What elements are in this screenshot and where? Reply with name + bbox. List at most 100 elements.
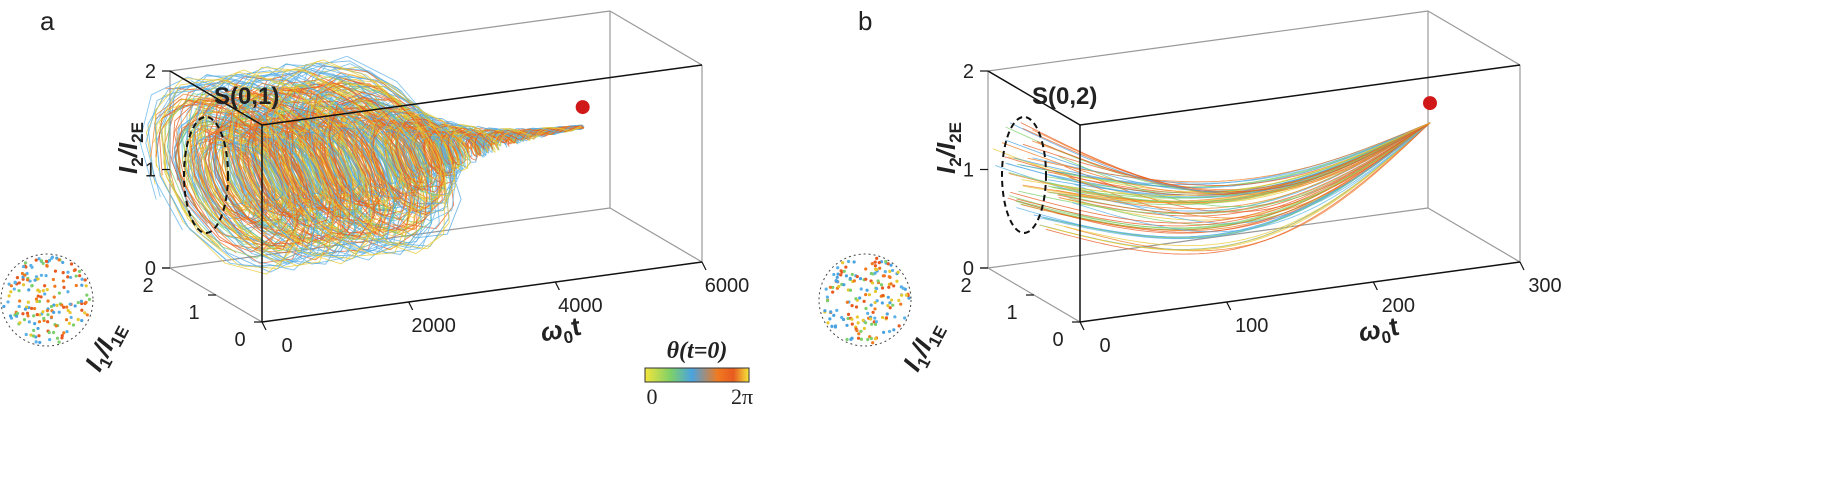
x-tick: [261, 321, 267, 331]
inset-dot: [861, 318, 865, 322]
inset-dot: [862, 326, 866, 331]
z-axis-title-part: 2E: [946, 122, 965, 143]
inset-dot: [889, 298, 894, 302]
y-tick-label: 0: [1052, 329, 1063, 351]
inset-dot: [67, 321, 71, 326]
inset-dot: [856, 321, 860, 325]
inset-dot: [899, 285, 903, 289]
inset-dot: [65, 329, 69, 334]
inset-dot: [873, 264, 877, 268]
inset-dot: [859, 329, 863, 333]
inset-dot: [878, 266, 882, 270]
inset-dot: [896, 270, 900, 274]
inset-dot: [858, 296, 862, 300]
inset-dot: [891, 268, 895, 273]
inset-dot: [888, 269, 892, 273]
inset-dot: [828, 285, 833, 289]
inset-dot: [831, 285, 835, 290]
inset-dot: [85, 313, 89, 317]
inset-dot: [835, 275, 839, 279]
inset-dot: [835, 308, 839, 312]
x-tick: [1372, 281, 1378, 291]
inset-dot: [18, 321, 22, 325]
inset-dot: [840, 315, 844, 320]
x-tick-label: 4000: [558, 295, 603, 317]
z-tick-label: 2: [963, 61, 974, 83]
inset-dot: [25, 278, 30, 282]
inset-dot: [877, 260, 881, 265]
trajectory: [1045, 122, 1431, 255]
trajectory: [1007, 122, 1431, 234]
trajectory: [1042, 122, 1431, 238]
inset-dot: [43, 284, 47, 288]
inset-dot: [80, 318, 84, 323]
inset-dot: [51, 277, 55, 282]
z-axis-title-part: I: [931, 166, 961, 174]
inset-dot: [867, 293, 871, 297]
inset-dot: [23, 261, 28, 265]
inset-dot: [62, 331, 66, 335]
box-edge: [987, 207, 1429, 269]
box-edge: [261, 261, 703, 323]
inset-dot: [54, 324, 58, 328]
box-edge: [987, 10, 1429, 72]
inset-dot: [850, 272, 854, 277]
box-edge: [1427, 207, 1521, 263]
z-axis-title-part: 2E: [128, 122, 147, 143]
trajectory: [1039, 122, 1431, 251]
box-edge: [169, 10, 611, 72]
inset-dot: [62, 285, 66, 289]
z-axis-title-part: /I: [113, 142, 143, 158]
inset-dot: [38, 313, 42, 317]
inset-dot: [53, 284, 57, 288]
inset-dot: [55, 303, 59, 308]
inset-dot: [889, 282, 893, 286]
inset-dot: [32, 328, 36, 332]
inset-dot: [900, 293, 904, 297]
trajectory: [1016, 122, 1431, 227]
x-tick: [1079, 321, 1085, 331]
inset-dot: [864, 321, 868, 325]
end-point: [575, 100, 590, 115]
inset-dot: [73, 304, 77, 308]
inset-dot: [27, 288, 31, 292]
y-tick-label: 0: [234, 329, 245, 351]
x-tick-label: 0: [1099, 335, 1110, 357]
y-tick-label: 1: [1006, 302, 1017, 324]
inset-dot: [845, 300, 849, 304]
trajectories: [139, 55, 585, 275]
box-edge: [1079, 261, 1521, 323]
inset-dot: [34, 340, 38, 344]
inset-dot: [55, 256, 59, 260]
inset-dot: [880, 301, 884, 305]
inset-dot: [830, 324, 834, 329]
inset-dot: [44, 259, 49, 263]
inset-dot: [52, 310, 56, 314]
inset-dot: [844, 265, 848, 269]
inset-dot: [45, 309, 50, 313]
inset-dot: [871, 341, 875, 345]
inset-dot: [31, 334, 36, 338]
inset-dot: [899, 302, 903, 306]
inset-dot: [57, 258, 61, 262]
inset-dot: [35, 313, 39, 317]
inset-dot: [831, 290, 835, 294]
inset-dot: [870, 281, 875, 285]
x-tick-label: 6000: [705, 275, 750, 297]
inset-dot: [864, 277, 868, 281]
colorbar-min: 0: [647, 384, 658, 409]
inset-dot: [892, 328, 896, 332]
inset-dot: [26, 314, 30, 318]
inset-dot: [61, 260, 65, 265]
inset-dot: [869, 271, 873, 276]
inset-dot: [21, 264, 26, 269]
inset-dot: [875, 256, 879, 260]
inset-dot: [824, 287, 828, 291]
inset-dot: [825, 295, 829, 299]
inset-dot: [87, 297, 92, 301]
inset-dot: [855, 274, 859, 279]
inset-dot: [29, 263, 33, 268]
inset-dot: [888, 301, 892, 305]
inset-dot: [883, 270, 887, 274]
